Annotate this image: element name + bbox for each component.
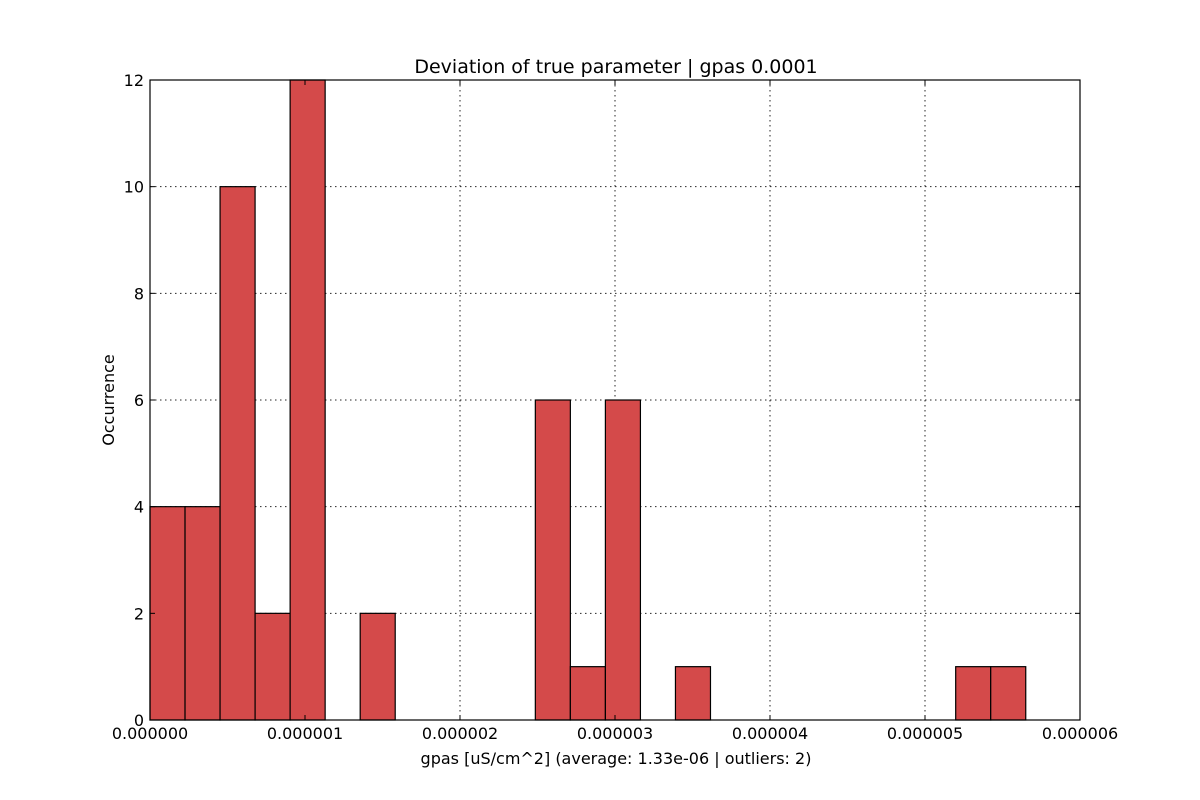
histogram-bar bbox=[184, 506, 221, 721]
x-tick-label: 0.000005 bbox=[887, 724, 963, 743]
histogram-bar bbox=[604, 399, 642, 721]
histogram-bar bbox=[149, 506, 186, 721]
histogram-bars bbox=[149, 79, 1027, 721]
histogram-bar bbox=[254, 612, 291, 721]
y-tick-label: 2 bbox=[134, 604, 144, 623]
x-tick-label: 0.000004 bbox=[732, 724, 808, 743]
x-tick-label: 0.000000 bbox=[112, 724, 188, 743]
y-tick-label: 12 bbox=[124, 71, 144, 90]
x-tick-label: 0.000002 bbox=[422, 724, 498, 743]
histogram-bar bbox=[674, 666, 712, 721]
y-tick-label: 6 bbox=[134, 391, 144, 410]
x-tick-label: 0.000003 bbox=[577, 724, 653, 743]
x-tick-label: 0.000001 bbox=[267, 724, 343, 743]
chart-title: Deviation of true parameter | gpas 0.000… bbox=[414, 56, 817, 78]
histogram-bar bbox=[534, 399, 571, 721]
histogram-bar bbox=[990, 666, 1027, 721]
y-axis-label: Occurrence bbox=[99, 354, 118, 445]
x-axis-label: gpas [uS/cm^2] (average: 1.33e-06 | outl… bbox=[421, 749, 812, 768]
histogram-bar bbox=[359, 612, 396, 721]
histogram-bar bbox=[955, 666, 992, 721]
tick-marks bbox=[149, 79, 1081, 721]
y-tick-label: 0 bbox=[134, 711, 144, 730]
histogram-bar bbox=[219, 186, 256, 721]
histogram-bar bbox=[289, 79, 326, 721]
histogram-bar bbox=[569, 666, 606, 721]
y-tick-label: 8 bbox=[134, 284, 144, 303]
y-tick-label: 10 bbox=[124, 178, 144, 197]
y-tick-label: 4 bbox=[134, 498, 144, 517]
x-tick-label: 0.000006 bbox=[1042, 724, 1118, 743]
x-tick-labels: 0.000000 0.000001 0.000002 0.000003 0.000004… bbox=[112, 724, 1118, 743]
y-tick-labels: 0 2 4 6 8 10 12 bbox=[124, 71, 144, 730]
